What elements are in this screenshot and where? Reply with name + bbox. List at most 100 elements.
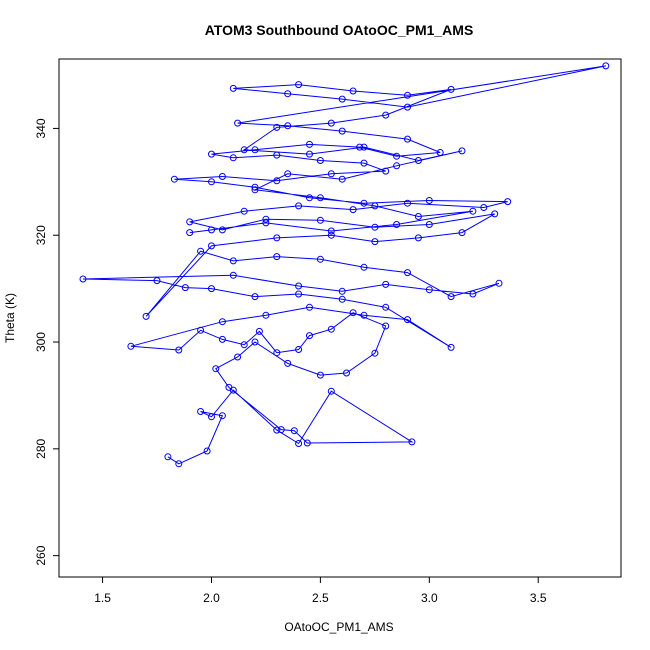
- data-point: [360, 311, 368, 319]
- data-point: [316, 194, 324, 202]
- data-point: [404, 316, 411, 324]
- y-axis: 260 280 300 320 340: [34, 118, 59, 566]
- data-point: [295, 202, 303, 210]
- data-point: [343, 369, 350, 377]
- data-point: [414, 234, 422, 242]
- data-point: [327, 231, 335, 239]
- data-point: [338, 95, 346, 103]
- data-point: [327, 227, 335, 235]
- data-point: [175, 346, 183, 354]
- data-point: [447, 293, 455, 301]
- data-point: [295, 282, 303, 290]
- data-point: [284, 170, 292, 178]
- data-point: [306, 150, 313, 158]
- data-point: [234, 353, 242, 361]
- data-point: [360, 199, 368, 207]
- data-point: [404, 103, 411, 111]
- data-point: [203, 447, 211, 455]
- data-point: [284, 122, 292, 130]
- x-tick-label: 3.5: [530, 591, 547, 605]
- data-point: [356, 143, 364, 151]
- data-point: [186, 229, 194, 237]
- data-point: [425, 197, 433, 204]
- data-series: [79, 62, 610, 468]
- data-point: [218, 226, 226, 234]
- data-point: [225, 383, 233, 391]
- data-point: [212, 365, 220, 373]
- data-point: [295, 290, 303, 298]
- data-point: [316, 255, 324, 263]
- data-point: [349, 309, 357, 317]
- data-point: [208, 285, 215, 293]
- data-point: [295, 81, 303, 89]
- data-point: [404, 135, 411, 143]
- data-point: [251, 293, 259, 301]
- data-point: [290, 427, 298, 435]
- data-point: [251, 146, 259, 154]
- data-point: [338, 175, 346, 183]
- data-point: [240, 146, 248, 154]
- data-point: [142, 312, 150, 320]
- data-point: [371, 238, 379, 246]
- data-point: [218, 412, 226, 420]
- data-point: [447, 343, 455, 351]
- data-point: [436, 149, 444, 156]
- x-axis: 1.5 2.0 2.5 3.0 3.5: [94, 576, 547, 605]
- data-point: [262, 219, 270, 227]
- data-point: [127, 342, 135, 350]
- data-point: [273, 349, 281, 357]
- data-point: [79, 275, 87, 283]
- data-point: [316, 216, 324, 224]
- data-point: [277, 426, 285, 434]
- data-point: [371, 202, 379, 210]
- data-point: [240, 341, 248, 349]
- data-point: [153, 277, 161, 285]
- data-point: [371, 349, 379, 357]
- data-point: [306, 194, 313, 202]
- x-tick-label: 1.5: [94, 591, 111, 605]
- data-point: [197, 326, 205, 334]
- data-point: [251, 186, 259, 194]
- data-point: [262, 215, 270, 223]
- data-point: [218, 173, 226, 180]
- data-point: [164, 453, 172, 461]
- data-point: [404, 269, 411, 277]
- data-point: [273, 234, 281, 242]
- data-point: [338, 295, 346, 303]
- data-point: [208, 242, 215, 250]
- data-point: [181, 284, 189, 292]
- data-point: [393, 162, 401, 170]
- series-line: [82, 65, 606, 465]
- data-point: [186, 218, 194, 226]
- y-tick-label: 260: [34, 545, 48, 565]
- data-point: [197, 247, 205, 255]
- data-point: [273, 151, 281, 159]
- data-point: [175, 460, 183, 468]
- data-point: [404, 91, 411, 99]
- data-point: [349, 206, 357, 214]
- data-point: [469, 290, 477, 298]
- data-point: [327, 119, 335, 127]
- data-point: [208, 413, 215, 421]
- data-point: [338, 287, 346, 295]
- x-axis-label: OAtoOC_PM1_AMS: [284, 620, 393, 634]
- data-point: [208, 150, 215, 158]
- data-point: [284, 90, 292, 98]
- data-point: [295, 440, 303, 447]
- data-point: [273, 426, 281, 434]
- y-tick-label: 280: [34, 439, 48, 459]
- data-point: [208, 178, 215, 186]
- data-point: [425, 286, 433, 294]
- data-point: [262, 311, 270, 319]
- data-point: [306, 140, 313, 148]
- y-tick-label: 320: [34, 225, 48, 245]
- data-point: [495, 279, 503, 287]
- y-axis-label: Theta (K): [3, 293, 17, 343]
- data-point: [327, 170, 335, 178]
- data-point: [393, 221, 401, 228]
- data-point: [251, 338, 259, 346]
- chart-title: ATOM3 Southbound OAtoOC_PM1_AMS: [205, 22, 474, 38]
- data-point: [393, 152, 401, 160]
- data-point: [404, 199, 411, 207]
